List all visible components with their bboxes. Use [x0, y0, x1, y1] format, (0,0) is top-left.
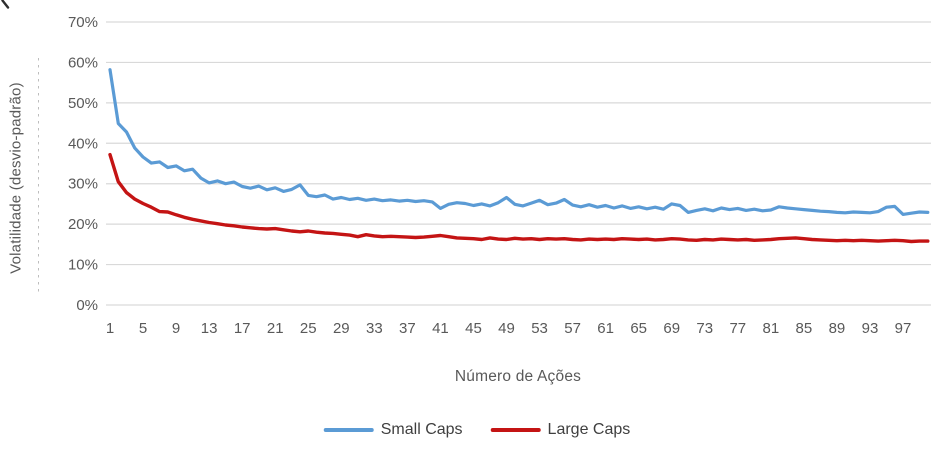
- x-tick-label: 9: [172, 320, 180, 337]
- chart-legend: Small Caps Large Caps: [323, 421, 631, 439]
- y-tick-label: 60%: [68, 54, 98, 71]
- y-axis-title: Volatilidade (desvio-padrão): [7, 82, 25, 274]
- x-tick-label: 33: [366, 320, 383, 337]
- y-tick-label: 0%: [76, 297, 98, 314]
- x-tick-label: 65: [630, 320, 647, 337]
- y-tick-label: 50%: [68, 95, 98, 112]
- x-tick-label: 25: [300, 320, 317, 337]
- y-tick-label: 40%: [68, 135, 98, 152]
- x-tick-label: 85: [796, 320, 813, 337]
- x-tick-label: 17: [234, 320, 251, 337]
- y-tick-label: 30%: [68, 176, 98, 193]
- x-tick-label: 13: [201, 320, 218, 337]
- x-tick-label: 81: [762, 320, 779, 337]
- legend-label-large-caps: Large Caps: [547, 421, 631, 438]
- y-tick-label: 20%: [68, 216, 98, 233]
- x-tick-label: 5: [139, 320, 147, 337]
- large-caps-line-swatch: [490, 428, 541, 432]
- legend-item-small-caps[interactable]: Small Caps: [323, 421, 463, 439]
- x-tick-label: 45: [465, 320, 482, 337]
- y-tick-label: 10%: [68, 257, 98, 274]
- x-tick-label: 61: [597, 320, 614, 337]
- x-tick-label: 97: [895, 320, 912, 337]
- x-tick-label: 69: [663, 320, 680, 337]
- x-tick-label: 89: [829, 320, 846, 337]
- small-caps-line-swatch: [323, 428, 374, 432]
- x-axis-title: Número de Ações: [454, 368, 582, 385]
- x-tick-label: 93: [862, 320, 879, 337]
- legend-item-large-caps[interactable]: Large Caps: [490, 421, 631, 439]
- x-tick-label: 49: [498, 320, 515, 337]
- x-tick-label: 21: [267, 320, 284, 337]
- x-tick-label: 73: [696, 320, 713, 337]
- x-tick-label: 77: [729, 320, 746, 337]
- y-tick-label: 70%: [68, 14, 98, 31]
- x-tick-label: 37: [399, 320, 416, 337]
- x-tick-label: 53: [531, 320, 548, 337]
- x-tick-label: 29: [333, 320, 350, 337]
- series-line-large-caps: [108, 152, 930, 244]
- series-line-small-caps: [108, 68, 930, 216]
- legend-label-small-caps: Small Caps: [380, 421, 463, 438]
- x-tick-label: 57: [564, 320, 581, 337]
- x-tick-label: 1: [106, 320, 114, 337]
- x-tick-label: 41: [432, 320, 449, 337]
